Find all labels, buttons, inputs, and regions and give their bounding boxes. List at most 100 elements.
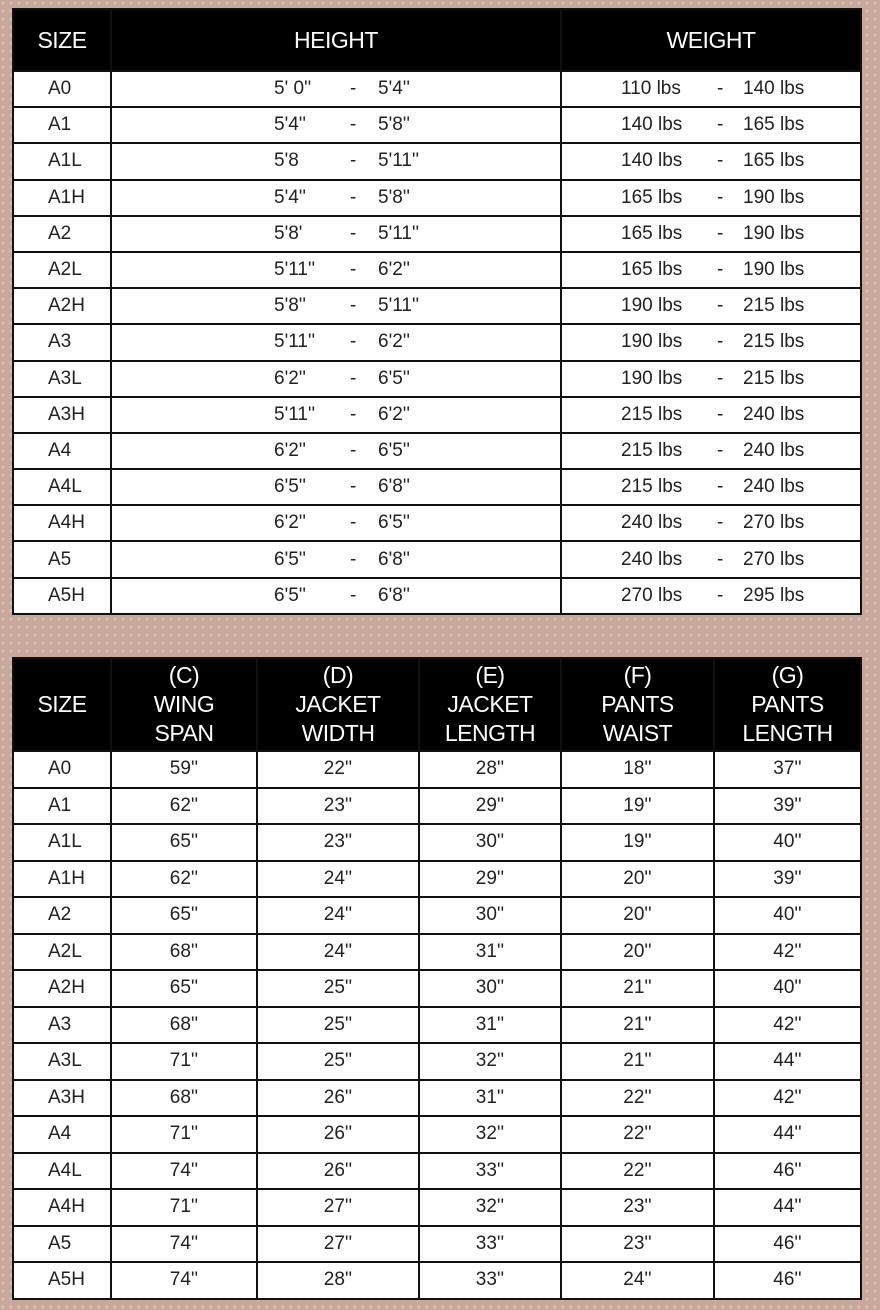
height-weight-table: SIZE HEIGHT WEIGHT A0 5' 0'' -5'4'' 110 lbs… [12,8,862,615]
jacket-width-cell: 24'' [256,859,420,898]
range-separator: - [717,439,724,461]
range-separator: - [350,439,357,461]
size-cell: A1H [12,859,112,898]
weight-from: 215 lbs [621,439,683,461]
weight-cell: 215 lbs -240 lbs [560,395,862,434]
table-row: A5 74'' 27'' 33'' 23'' 46'' [12,1224,862,1263]
table-row: A0 59'' 22'' 28'' 18'' 37'' [12,750,862,789]
height-from: 6'2'' [274,439,307,461]
weight-from: 190 lbs [621,295,683,317]
size-cell: A0 [12,69,112,109]
jacket-length-cell: 32'' [418,1188,562,1227]
jacket-width-cell: 24'' [256,896,420,935]
weight-to: 190 lbs [743,186,805,208]
pants-length-cell: 46'' [713,1224,862,1263]
weight-cell: 215 lbs -240 lbs [560,468,862,507]
range-separator: - [717,331,724,353]
height-to: 6'8'' [378,548,411,570]
height-from: 5'11'' [274,403,316,425]
range-separator: - [717,259,724,281]
pants-length-cell: 46'' [713,1261,862,1300]
height-from: 6'5'' [274,476,307,498]
header-pants-length: (G) PANTS LENGTH [713,657,862,752]
weight-from: 190 lbs [621,367,683,389]
pants-waist-cell: 19'' [560,786,715,825]
range-separator: - [717,476,724,498]
weight-from: 165 lbs [621,186,683,208]
size-cell: A4L [12,468,112,507]
wing-span-cell: 62'' [110,786,258,825]
table-row: A1H 62'' 24'' 29'' 20'' 39'' [12,859,862,898]
weight-from: 240 lbs [621,548,683,570]
weight-to: 215 lbs [743,331,805,353]
header-weight: WEIGHT [560,8,862,72]
pants-waist-cell: 20'' [560,859,715,898]
pants-length-cell: 44'' [713,1115,862,1154]
header-line: (F) [623,662,652,688]
range-separator: - [350,367,357,389]
jacket-width-cell: 23'' [256,823,420,862]
header-line: SPAN [154,720,214,746]
header-height: HEIGHT [110,8,562,72]
height-to: 5'4'' [378,78,411,100]
wing-span-cell: 74'' [110,1224,258,1263]
height-to: 5'8'' [378,114,411,136]
size-cell: A0 [12,750,112,789]
pants-waist-cell: 21'' [560,969,715,1008]
size-cell: A2 [12,214,112,253]
size-cell: A1 [12,786,112,825]
table-row: A2 5'8' -5'11'' 165 lbs -190 lbs [12,214,862,253]
header-line: LENGTH [444,720,536,746]
header-line: (C) [168,662,200,688]
size-cell: A3 [12,1005,112,1044]
height-from: 5'8' [274,222,303,244]
pants-length-cell: 44'' [713,1188,862,1227]
height-cell: 5'11'' -6'2'' [110,323,562,362]
height-to: 5'11'' [378,295,420,317]
table-row: A2 65'' 24'' 30'' 20'' 40'' [12,896,862,935]
weight-from: 270 lbs [621,584,683,606]
weight-from: 215 lbs [621,403,683,425]
size-cell: A1L [12,142,112,181]
height-cell: 6'2'' -6'5'' [110,359,562,398]
range-separator: - [350,548,357,570]
table-row: A3 68'' 25'' 31'' 21'' 42'' [12,1005,862,1044]
size-cell: A3H [12,395,112,434]
pants-waist-cell: 21'' [560,1042,715,1081]
jacket-width-cell: 26'' [256,1151,420,1190]
table-row: A3H 68'' 26'' 31'' 22'' 42'' [12,1078,862,1117]
table-row: A4L 6'5'' -6'8'' 215 lbs -240 lbs [12,468,862,507]
range-separator: - [350,403,357,425]
header-jacket-width: (D) JACKET WIDTH [256,657,420,752]
weight-from: 140 lbs [621,114,683,136]
jacket-length-cell: 33'' [418,1261,562,1300]
wing-span-cell: 71'' [110,1042,258,1081]
pants-length-cell: 37'' [713,750,862,789]
header-line: PANTS [601,691,674,717]
size-cell: A4 [12,431,112,471]
range-separator: - [350,584,357,606]
table-row: A4 6'2'' -6'5'' 215 lbs -240 lbs [12,431,862,471]
height-to: 5'11'' [378,150,420,172]
jacket-length-cell: 31'' [418,932,562,971]
weight-from: 240 lbs [621,512,683,534]
weight-cell: 190 lbs -215 lbs [560,359,862,398]
weight-cell: 140 lbs -165 lbs [560,106,862,145]
jacket-width-cell: 25'' [256,1005,420,1044]
pants-waist-cell: 22'' [560,1151,715,1190]
weight-cell: 165 lbs -190 lbs [560,178,862,217]
height-from: 5'4'' [274,186,307,208]
table-row: A1L 65'' 23'' 30'' 19'' 40'' [12,823,862,862]
pants-length-cell: 42'' [713,932,862,971]
header-line: (G) [771,662,804,688]
size-cell: A3L [12,359,112,398]
height-cell: 6'5'' -6'8'' [110,468,562,507]
range-separator: - [717,584,724,606]
height-cell: 5'4'' -5'8'' [110,178,562,217]
weight-from: 215 lbs [621,476,683,498]
pants-length-cell: 46'' [713,1151,862,1190]
height-to: 6'2'' [378,259,411,281]
header-line: WING [153,691,215,717]
height-cell: 6'5'' -6'8'' [110,576,562,615]
height-to: 6'8'' [378,584,411,606]
